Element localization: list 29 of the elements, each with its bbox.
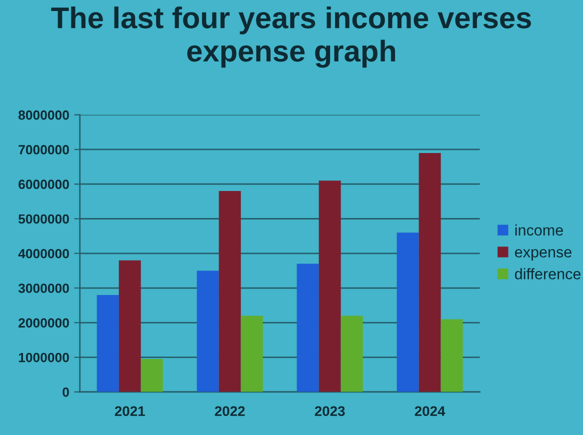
x-tick-label: 2024 bbox=[414, 406, 446, 416]
y-tick-label: 4000000 bbox=[18, 248, 69, 258]
bar bbox=[396, 232, 419, 392]
bar bbox=[218, 191, 241, 392]
bar bbox=[318, 180, 341, 392]
x-tick-label: 2023 bbox=[314, 406, 345, 416]
legend-label: expense bbox=[515, 249, 572, 261]
legend-label: income bbox=[515, 224, 563, 236]
y-tick-label: 5000000 bbox=[18, 214, 69, 224]
bar bbox=[340, 316, 363, 392]
legend-label: difference bbox=[515, 268, 581, 280]
bar bbox=[196, 270, 219, 392]
y-tick-label: 8000000 bbox=[18, 110, 69, 120]
y-tick-label: 3000000 bbox=[18, 284, 69, 293]
chart-title: The last four years income verses expense graph bbox=[51, 6, 531, 68]
x-tick-label: 2022 bbox=[214, 406, 245, 416]
y-tick-label: 2000000 bbox=[18, 318, 69, 328]
bar bbox=[96, 294, 119, 392]
bar bbox=[440, 319, 463, 392]
y-tick-label: 6000000 bbox=[18, 180, 69, 190]
y-tick-label: 0 bbox=[62, 388, 69, 397]
bar bbox=[240, 316, 263, 392]
bar bbox=[418, 152, 441, 392]
y-tick-label: 7000000 bbox=[18, 145, 69, 154]
bar bbox=[296, 264, 319, 392]
y-tick-label: 1000000 bbox=[18, 352, 69, 362]
bar bbox=[140, 359, 163, 392]
bar bbox=[118, 260, 141, 392]
x-tick-label: 2021 bbox=[114, 406, 145, 416]
